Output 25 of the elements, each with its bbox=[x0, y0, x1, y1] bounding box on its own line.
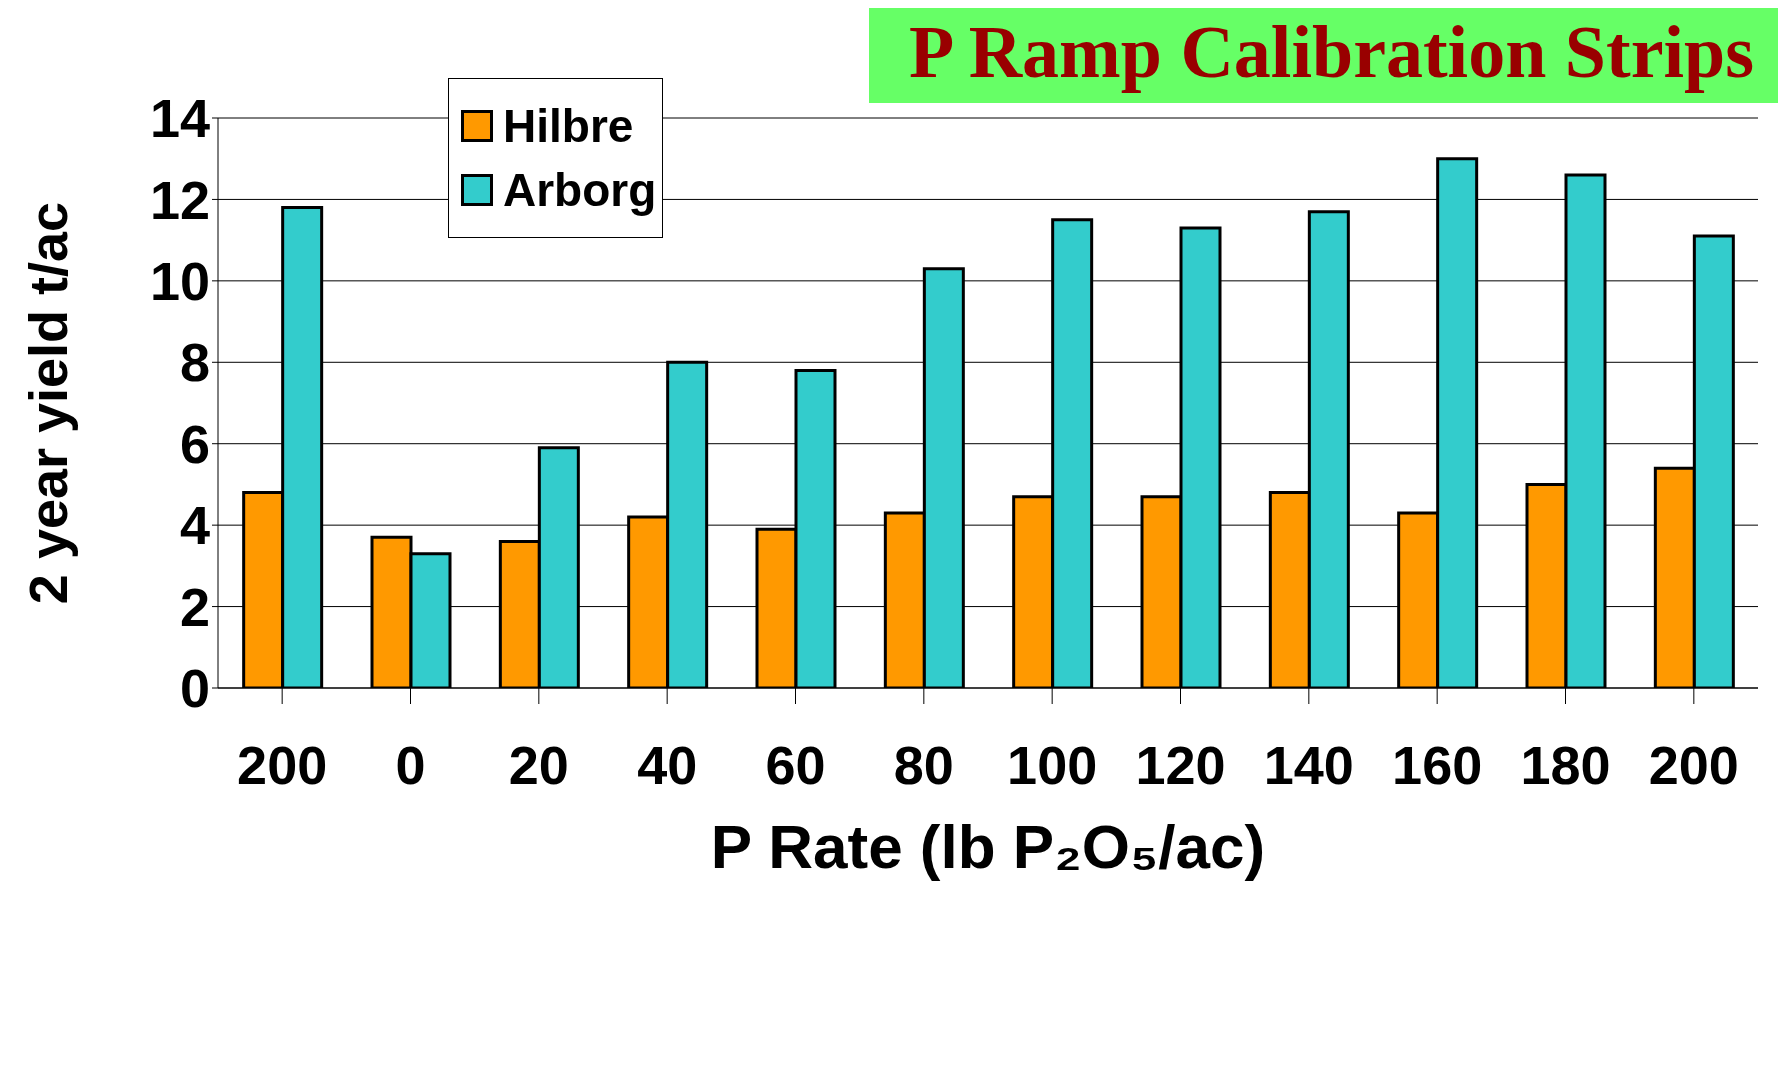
x-tick-label: 20 bbox=[508, 735, 569, 796]
x-tick-label: 40 bbox=[637, 735, 698, 796]
legend-label: Hilbre bbox=[503, 99, 634, 153]
x-tick-label: 60 bbox=[765, 735, 826, 796]
y-tick-label: 6 bbox=[179, 413, 210, 474]
x-tick-label: 120 bbox=[1135, 735, 1226, 796]
x-tick-label: 80 bbox=[893, 735, 954, 796]
x-tick-label: 100 bbox=[1007, 735, 1098, 796]
x-axis-title: P Rate (lb P₂O₅/ac) bbox=[710, 812, 1266, 881]
x-tick-label: 160 bbox=[1392, 735, 1483, 796]
y-tick-label: 12 bbox=[149, 169, 210, 230]
y-tick-label: 10 bbox=[149, 251, 210, 312]
x-tick-label: 200 bbox=[237, 735, 328, 796]
legend-label: Arborg bbox=[503, 163, 657, 217]
x-tick-label: 180 bbox=[1520, 735, 1611, 796]
y-tick-label: 8 bbox=[179, 332, 210, 393]
chart-title: P Ramp Calibration Strips bbox=[869, 8, 1778, 103]
y-tick-label: 14 bbox=[149, 88, 210, 149]
x-tick-label: 140 bbox=[1263, 735, 1354, 796]
y-axis-title: 2 year yield t/ac bbox=[18, 201, 79, 605]
y-tick-label: 0 bbox=[179, 658, 210, 719]
x-tick-label: 200 bbox=[1648, 735, 1739, 796]
x-tick-label: 0 bbox=[395, 735, 426, 796]
y-tick-label: 2 bbox=[179, 576, 210, 637]
y-tick-label: 4 bbox=[179, 495, 210, 556]
